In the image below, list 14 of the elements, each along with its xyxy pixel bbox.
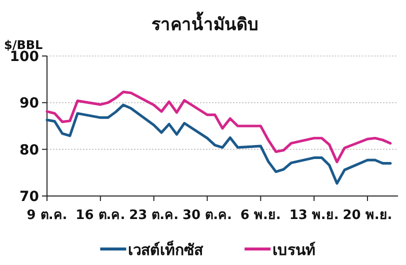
- xtick: 13 พ.ย.: [289, 208, 339, 223]
- ytick: 70: [20, 189, 39, 205]
- xtick: 30 ต.ค.: [182, 208, 232, 223]
- xtick: 20 พ.ย.: [342, 208, 392, 223]
- legend-label: เวสต์เท็กซัส: [128, 240, 204, 259]
- ytick: 80: [20, 142, 39, 158]
- xtick: 16 ต.ค.: [76, 208, 126, 223]
- xtick: 6 พ.ย.: [240, 208, 281, 223]
- legend-label: เบรนท์: [272, 241, 316, 259]
- ytick: 90: [20, 96, 39, 112]
- xtick: 23 ต.ค.: [129, 208, 179, 223]
- ytick: 100: [10, 49, 39, 65]
- xtick: 9 ต.ค.: [26, 208, 68, 223]
- ylabel: $/BBL: [4, 38, 43, 52]
